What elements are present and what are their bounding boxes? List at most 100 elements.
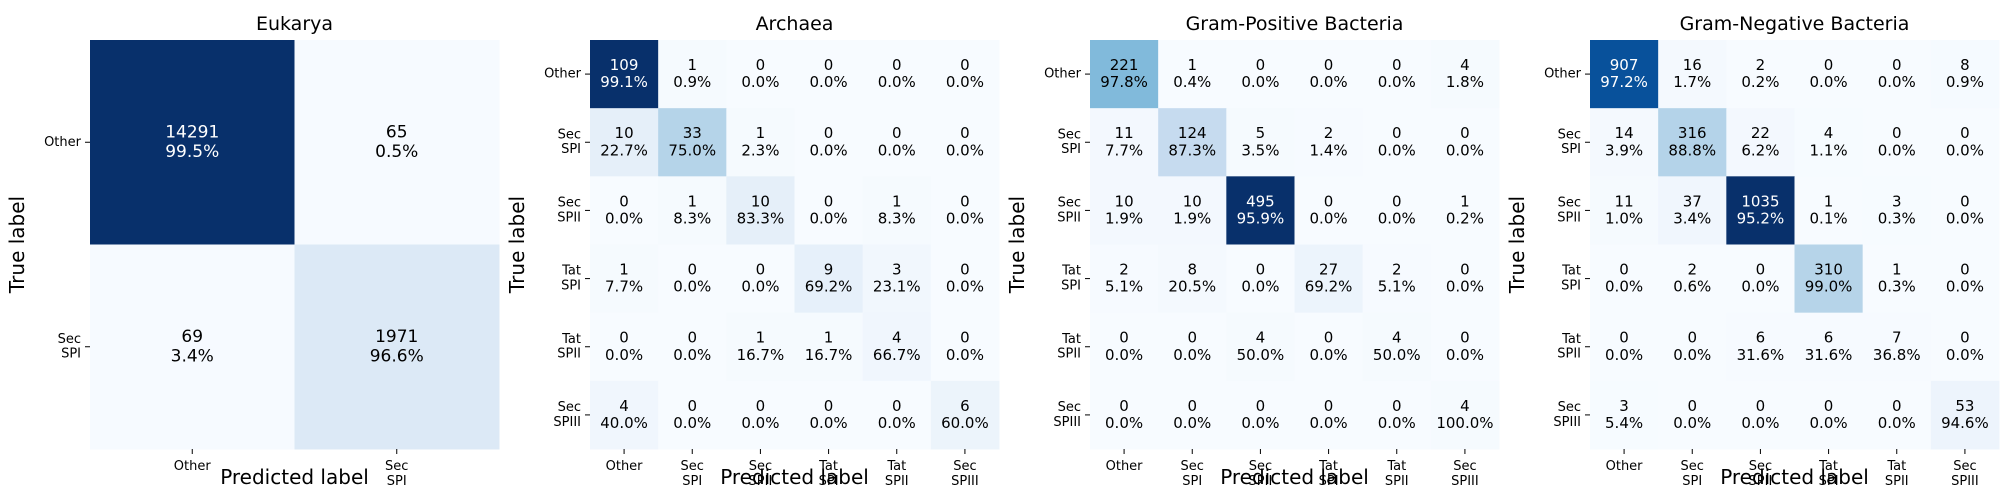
heatmap-cell (590, 380, 659, 450)
cell-value-label: 1 16.7% (737, 329, 785, 364)
y-tick-label: Other (1544, 67, 1582, 82)
heatmap-cell (658, 244, 727, 314)
x-tick-label: Sec SPII (749, 459, 773, 489)
heatmap-cell (1658, 108, 1727, 177)
heatmap-cell (1226, 312, 1295, 382)
heatmap-cell (590, 244, 659, 314)
cell-value-label: 109 99.1% (600, 56, 648, 91)
cell-value-label: 221 97.8% (1100, 56, 1148, 91)
cell-value-label: 0 0.0% (1446, 261, 1484, 296)
x-tick-label: Sec SPII (1749, 459, 1773, 489)
heatmap-cell (590, 176, 659, 245)
x-axis-label: Predicted label (1220, 465, 1369, 489)
cell-value-label: 0 0.0% (946, 124, 984, 159)
x-tick-label: Sec SPIII (1951, 459, 1979, 489)
x-tick-label: Other (174, 459, 212, 474)
cell-value-label: 3 0.3% (1878, 192, 1916, 227)
heatmap-cell (1794, 40, 1864, 109)
cell-value-label: 3 23.1% (873, 261, 921, 296)
cell-value-label: 10 1.9% (1173, 192, 1211, 227)
heatmap-cell (294, 244, 500, 450)
cell-value-label: 1 0.3% (1878, 261, 1916, 296)
heatmap-cell (930, 40, 1000, 109)
cell-value-label: 53 94.6% (1941, 397, 1989, 432)
y-tick-label: Sec SPII (557, 195, 581, 225)
heatmap-cell (658, 312, 727, 382)
x-tick-label: Sec SPIII (1451, 459, 1479, 489)
x-tick-label: Sec SPI (1681, 459, 1704, 489)
heatmap-cell (1090, 380, 1159, 450)
heatmap-cell (794, 176, 864, 245)
y-tick-label: Tat SPII (1557, 332, 1581, 362)
y-tick-label: Tat SPI (561, 264, 581, 294)
cell-value-label: 69 3.4% (171, 327, 214, 367)
heatmap-cell (1658, 244, 1727, 314)
x-tick-label: Sec SPI (1181, 459, 1204, 489)
cell-value-label: 27 69.2% (1305, 261, 1353, 296)
heatmap-cell (90, 244, 295, 450)
cell-value-label: 10 83.3% (737, 192, 785, 227)
cell-value-label: 0 0.0% (1946, 329, 1984, 364)
cell-value-label: 1 8.3% (673, 192, 711, 227)
cell-value-label: 16 1.7% (1673, 56, 1711, 91)
heatmap-cell (1794, 312, 1864, 382)
cell-value-label: 10 22.7% (600, 124, 648, 159)
cell-value-label: 0 0.0% (1878, 124, 1916, 159)
cell-value-label: 3 5.4% (1605, 397, 1643, 432)
heatmap-cell (1658, 312, 1727, 382)
cell-value-label: 5 3.5% (1241, 124, 1279, 159)
heatmap-cell (1862, 244, 1932, 314)
cell-value-label: 65 0.5% (375, 123, 418, 163)
heatmap-cell (1226, 244, 1295, 314)
heatmap-cell (930, 108, 1000, 177)
panel-title: Gram-Negative Bacteria (1680, 13, 1910, 35)
heatmap-cell (658, 40, 727, 109)
cell-value-label: 0 0.0% (946, 56, 984, 91)
cell-value-label: 0 0.0% (1946, 124, 1984, 159)
cell-value-label: 2 5.1% (1378, 261, 1416, 296)
heatmap-cell (794, 40, 864, 109)
heatmap-cell (1862, 380, 1932, 450)
heatmap-cell (930, 176, 1000, 245)
y-axis-label: True label (5, 196, 29, 294)
heatmap-cell (1158, 40, 1227, 109)
y-tick-label: Sec SPII (1057, 195, 1081, 225)
cell-value-label: 0 0.0% (810, 397, 848, 432)
cell-value-label: 10 1.9% (1105, 192, 1143, 227)
cell-value-label: 0 0.0% (1173, 329, 1211, 364)
heatmap-cell (1590, 244, 1659, 314)
cell-value-label: 37 3.4% (1673, 192, 1711, 227)
cell-value-label: 4 100.0% (1436, 397, 1493, 432)
cell-value-label: 0 0.0% (1810, 397, 1848, 432)
cell-value-label: 0 0.0% (1605, 261, 1643, 296)
heatmap-cell (1226, 380, 1295, 450)
cell-value-label: 8 0.9% (1946, 56, 1984, 91)
cell-value-label: 4 50.0% (1237, 329, 1285, 364)
cell-value-label: 0 0.0% (810, 56, 848, 91)
heatmap-cell (1362, 176, 1432, 245)
x-tick-label: Tat SPI (1318, 459, 1338, 489)
heatmap-cell (726, 380, 795, 450)
cell-value-label: 0 0.0% (1378, 192, 1416, 227)
cell-value-label: 0 0.0% (1310, 56, 1348, 91)
heatmap-cell (1158, 176, 1227, 245)
x-tick-label: Other (1106, 459, 1144, 474)
heatmap-cell (1726, 244, 1795, 314)
cell-value-label: 0 0.0% (741, 397, 779, 432)
heatmap-cell (726, 312, 795, 382)
x-tick-label: Sec SPII (1249, 459, 1273, 489)
cell-value-label: 0 0.0% (1105, 329, 1143, 364)
cell-value-label: 0 0.0% (1378, 397, 1416, 432)
heatmap-cell (1794, 176, 1864, 245)
cell-value-label: 0 0.0% (673, 397, 711, 432)
cell-value-label: 0 0.0% (1310, 192, 1348, 227)
heatmap-cell (1794, 380, 1864, 450)
heatmap-cell (1430, 380, 1500, 450)
cell-value-label: 8 20.5% (1168, 261, 1216, 296)
cell-value-label: 1 0.4% (1173, 56, 1211, 91)
heatmap-cell (930, 312, 1000, 382)
cell-value-label: 0 0.0% (1673, 329, 1711, 364)
heatmap-cell (1430, 176, 1500, 245)
confusion-matrix-panel-4: Gram-Negative Bacteria 907 97.2% 16 1.7% 2 0.2… (1505, 13, 2000, 489)
